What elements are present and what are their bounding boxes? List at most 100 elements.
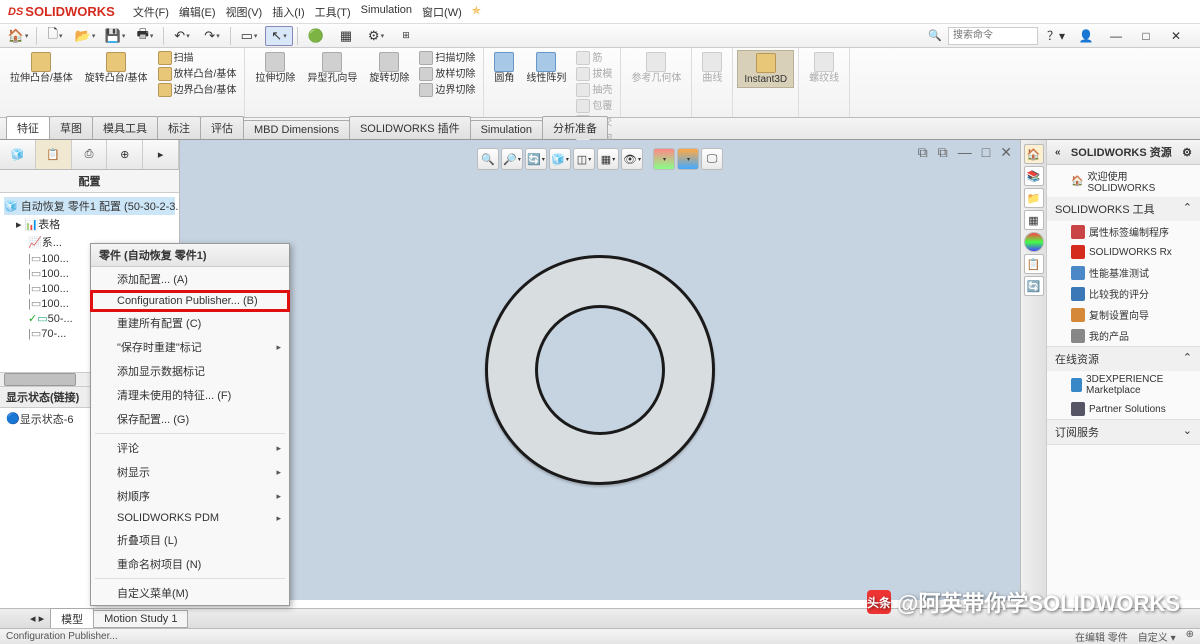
select-button[interactable]: ▭ — [235, 26, 263, 46]
appearance-icon[interactable] — [653, 148, 675, 170]
taskpane-item[interactable]: SOLIDWORKS Rx — [1047, 242, 1200, 262]
save-button[interactable]: 💾 — [101, 26, 129, 46]
hide-show-icon[interactable]: 👁 — [621, 148, 643, 170]
taskpane-section-header[interactable]: 在线资源⌃ — [1047, 347, 1200, 371]
bottom-tab-motion[interactable]: Motion Study 1 — [93, 610, 188, 628]
view-orient-icon[interactable]: 🔄 — [525, 148, 547, 170]
doc-win1[interactable]: ⧉ — [918, 144, 928, 161]
redo-button[interactable]: ↷ — [198, 26, 226, 46]
menu-item[interactable]: 窗口(W) — [422, 4, 462, 20]
menu-item[interactable]: 工具(T) — [315, 4, 351, 20]
display-style-icon[interactable]: 🧊 — [549, 148, 571, 170]
status-zoom[interactable]: ⊕ — [1186, 629, 1194, 644]
feature-tab[interactable]: 草图 — [49, 116, 93, 139]
menu-item[interactable]: 编辑(E) — [179, 4, 216, 20]
ribbon-button[interactable]: 曲线 — [696, 50, 728, 86]
feature-tab[interactable]: 评估 — [200, 116, 244, 139]
context-menu-item[interactable]: 折叠项目 (L) — [91, 528, 289, 552]
home-button[interactable]: 🏠 — [4, 26, 32, 46]
user-button[interactable]: 👤 — [1074, 27, 1098, 45]
ribbon-button-small[interactable]: 筋 — [572, 50, 616, 66]
left-tab-more[interactable]: ▸ — [143, 140, 179, 169]
section-icon[interactable]: ◫ — [573, 148, 595, 170]
ribbon-button[interactable]: Instant3D — [737, 50, 794, 88]
taskpane-item[interactable]: 我的产品 — [1047, 325, 1200, 346]
taskpane-item[interactable]: 属性标签编制程序 — [1047, 221, 1200, 242]
proj-button[interactable]: ⊞ — [392, 26, 420, 46]
taskpane-item[interactable]: 性能基准测试 — [1047, 262, 1200, 283]
context-menu-item[interactable]: 重命名树项目 (N) — [91, 552, 289, 576]
scene-icon[interactable]: ▦ — [597, 148, 619, 170]
zoom-fit-icon[interactable]: 🔍 — [477, 148, 499, 170]
taskpane-forum-icon[interactable]: 🔄 — [1024, 276, 1044, 296]
menu-item[interactable]: 文件(F) — [133, 4, 169, 20]
close-button[interactable]: ✕ — [1164, 27, 1188, 45]
new-button[interactable]: 🗋 — [41, 26, 69, 46]
open-button[interactable]: 📂 — [71, 26, 99, 46]
grid-icon[interactable]: ▦ — [332, 26, 360, 46]
ribbon-button[interactable]: 拉伸凸台/基体 — [4, 50, 79, 98]
menu-item[interactable]: 视图(V) — [226, 4, 263, 20]
ribbon-button-small[interactable]: 抽壳 — [572, 82, 616, 98]
ribbon-button-small[interactable]: 包覆 — [572, 98, 616, 114]
ribbon-button[interactable]: 螺纹线 — [803, 50, 845, 86]
feature-tab[interactable]: Simulation — [470, 120, 543, 139]
help-button[interactable]: ？▾ — [1044, 27, 1068, 45]
context-menu-item[interactable]: "保存时重建"标记 — [91, 335, 289, 359]
ribbon-button[interactable]: 旋转切除 — [363, 50, 415, 98]
command-search-input[interactable] — [948, 27, 1038, 45]
screen-icon[interactable]: 🖵 — [701, 148, 723, 170]
context-menu-item[interactable]: SOLIDWORKS PDM — [91, 508, 289, 528]
print-button[interactable]: 🖶 — [131, 26, 159, 46]
feature-tab[interactable]: 标注 — [157, 116, 201, 139]
ribbon-button-small[interactable]: 放样凸台/基体 — [154, 66, 241, 82]
context-menu-item[interactable]: 添加配置... (A) — [91, 267, 289, 291]
taskpane-explorer-icon[interactable]: 📁 — [1024, 188, 1044, 208]
left-tab-dimxpert[interactable]: ⊕ — [107, 140, 143, 169]
maximize-button[interactable]: □ — [1134, 27, 1158, 45]
render-icon[interactable] — [677, 148, 699, 170]
menu-star-icon[interactable]: ✯ — [472, 4, 481, 20]
feature-tab[interactable]: MBD Dimensions — [243, 120, 350, 139]
taskpane-item[interactable]: Partner Solutions — [1047, 399, 1200, 419]
ribbon-button-small[interactable]: 扫描切除 — [415, 50, 479, 66]
status-custom[interactable]: 自定义 ▾ — [1138, 629, 1176, 644]
menu-item[interactable]: 插入(I) — [272, 4, 304, 20]
ribbon-button[interactable]: 旋转凸台/基体 — [79, 50, 154, 98]
ribbon-button-small[interactable]: 拔模 — [572, 66, 616, 82]
doc-min[interactable]: — — [958, 144, 972, 161]
menu-item[interactable]: Simulation — [361, 4, 412, 20]
bottom-tab-nav[interactable]: ◂ ▸ — [30, 612, 44, 625]
context-menu-item[interactable]: Configuration Publisher... (B) — [91, 291, 289, 311]
taskpane-item[interactable]: 复制设置向导 — [1047, 304, 1200, 325]
taskpane-library-icon[interactable]: 📚 — [1024, 166, 1044, 186]
context-menu-item[interactable]: 清理未使用的特征... (F) — [91, 383, 289, 407]
taskpane-item[interactable]: 3DEXPERIENCE Marketplace — [1047, 371, 1200, 399]
traffic-icon[interactable]: 🟢 — [302, 26, 330, 46]
feature-tab[interactable]: 模具工具 — [92, 116, 158, 139]
left-tab-property[interactable]: ⎙ — [72, 140, 108, 169]
feature-tab[interactable]: 特征 — [6, 116, 50, 139]
left-tab-config[interactable]: 📋 — [36, 140, 72, 169]
context-menu-item[interactable]: 树显示 — [91, 460, 289, 484]
taskpane-appearance-icon[interactable] — [1024, 232, 1044, 252]
ribbon-button-small[interactable]: 扫描 — [154, 50, 241, 66]
tree-root[interactable]: 🧊 自动恢复 零件1 配置 (50-30-2-3... — [4, 197, 175, 215]
welcome-item[interactable]: 🏠 欢迎使用 SOLIDWORKS — [1047, 165, 1200, 197]
minimize-button[interactable]: — — [1104, 27, 1128, 45]
ribbon-button[interactable]: 异型孔向导 — [301, 50, 363, 98]
taskpane-section-header[interactable]: 订阅服务⌄ — [1047, 420, 1200, 444]
context-menu-item[interactable]: 保存配置... (G) — [91, 407, 289, 431]
doc-close[interactable]: ✕ — [1000, 144, 1012, 161]
tree-table[interactable]: ▸ 📊 表格 — [4, 215, 175, 233]
ribbon-button[interactable]: 拉伸切除 — [249, 50, 301, 98]
taskpane-home-icon[interactable]: 🏠 — [1024, 144, 1044, 164]
taskpane-item[interactable]: 比较我的评分 — [1047, 283, 1200, 304]
zoom-area-icon[interactable]: 🔎 — [501, 148, 523, 170]
context-menu-item[interactable]: 评论 — [91, 436, 289, 460]
feature-tab[interactable]: SOLIDWORKS 插件 — [349, 116, 471, 139]
ribbon-button-small[interactable]: 边界切除 — [415, 82, 479, 98]
taskpane-view-icon[interactable]: ▦ — [1024, 210, 1044, 230]
context-menu-item[interactable]: 树顺序 — [91, 484, 289, 508]
undo-button[interactable]: ↶ — [168, 26, 196, 46]
